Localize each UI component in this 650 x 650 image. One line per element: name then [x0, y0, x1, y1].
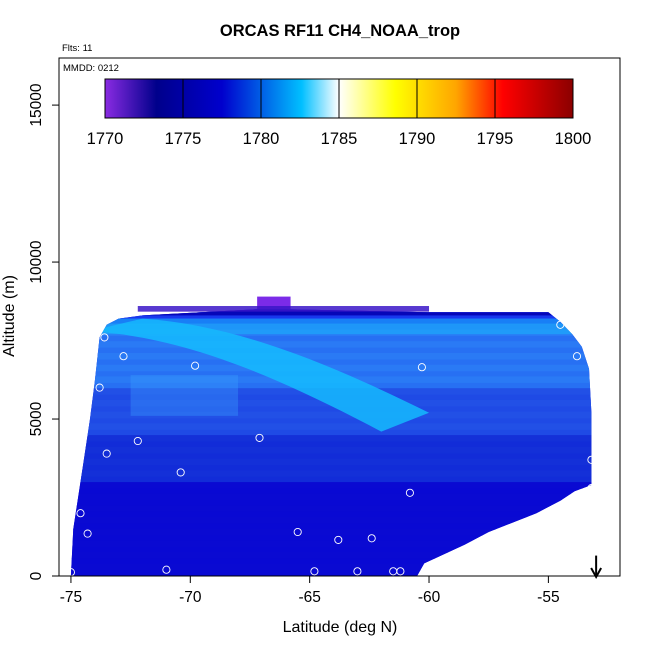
field-row	[70, 482, 592, 489]
field-row	[70, 493, 592, 501]
field-row	[70, 417, 592, 424]
sample-point	[587, 484, 596, 493]
colorbar-tick-label: 1800	[555, 130, 592, 148]
sample-point	[176, 468, 185, 477]
sample-point	[76, 509, 85, 518]
colorbar-tick-label: 1790	[399, 130, 436, 148]
x-tick-label: -55	[537, 589, 559, 606]
sample-point	[405, 488, 414, 497]
field-row	[70, 435, 592, 442]
field-row	[70, 499, 592, 507]
plot-frame	[58, 57, 621, 577]
field-row	[70, 476, 592, 483]
sample-point	[556, 320, 565, 329]
cyan-plume	[90, 318, 430, 432]
colorbar-tick-label: 1770	[87, 130, 124, 148]
field-row	[70, 558, 592, 565]
field-row	[70, 505, 592, 513]
y-tick-label: 0	[28, 571, 45, 580]
field-row	[70, 335, 592, 342]
field-row	[70, 470, 592, 477]
field-row	[70, 341, 592, 348]
field-row	[70, 353, 592, 360]
field-row	[70, 570, 592, 576]
sample-point	[83, 529, 92, 538]
sample-point	[572, 352, 582, 361]
field-row	[70, 452, 592, 460]
sample-point	[396, 567, 405, 576]
sample-point	[162, 565, 171, 574]
field-row	[70, 546, 592, 554]
x-tick-label: -70	[179, 589, 202, 606]
field-row	[70, 423, 592, 430]
location-arrow-icon	[590, 567, 603, 580]
chart-title: ORCAS RF11 CH4_NOAA_trop	[220, 22, 460, 40]
field-row	[70, 523, 592, 530]
sample-point	[133, 436, 142, 446]
field-row	[70, 511, 592, 518]
field-row	[70, 564, 592, 571]
field-row	[70, 411, 592, 419]
top-layer	[137, 306, 430, 312]
field-row	[70, 552, 592, 559]
x-tick-label: -65	[298, 589, 320, 606]
y-tick-label: 10000	[28, 240, 45, 283]
field-row	[70, 364, 592, 372]
y-tick-label: 5000	[28, 401, 45, 436]
field-row	[70, 405, 592, 413]
sample-point	[293, 527, 302, 537]
field-row	[70, 458, 592, 466]
sample-point	[367, 534, 376, 543]
x-tick-label: -60	[418, 589, 441, 606]
mid-band	[130, 375, 239, 416]
colorbar-tick-label: 1775	[165, 130, 202, 148]
colorbar: 1770 1775 1780 1785 1790 1795 1800	[87, 78, 592, 148]
sample-point	[587, 455, 596, 464]
top-stripe	[70, 309, 592, 316]
field-row	[70, 517, 592, 524]
sample-point	[417, 363, 426, 372]
field-row	[70, 488, 592, 495]
colorbar-tick-label: 1785	[321, 130, 358, 148]
field-row	[70, 540, 592, 548]
field-row	[70, 429, 592, 436]
field-row	[70, 464, 592, 471]
date-annotation: MMDD: 0212	[63, 63, 119, 74]
ch4-field	[70, 309, 592, 576]
sample-point	[255, 433, 264, 442]
y-axis: 0 5000 10000 15000	[28, 83, 59, 580]
sample-point	[353, 567, 362, 576]
y-axis-label: Altitude (m)	[1, 275, 18, 357]
field-row	[70, 441, 592, 448]
sample-point	[102, 449, 111, 458]
sample-point	[100, 333, 109, 342]
flights-annotation: Flts: 11	[62, 43, 92, 54]
sample-point	[95, 383, 104, 392]
field-row	[70, 446, 592, 454]
y-tick-label: 15000	[28, 83, 45, 126]
upper-layer	[94, 318, 573, 335]
colorbar-tick-label: 1780	[243, 130, 280, 148]
colorbar-tick-label: 1795	[477, 130, 514, 148]
sample-point	[191, 361, 200, 370]
sample-point	[334, 535, 343, 544]
field-row	[70, 347, 592, 354]
field-row	[70, 358, 592, 366]
x-axis-label: Latitude (deg N)	[283, 619, 398, 636]
sample-point	[119, 352, 128, 361]
sample-point	[310, 567, 319, 576]
field-row	[70, 534, 592, 542]
x-tick-label: -75	[60, 589, 82, 606]
plot-area	[66, 296, 603, 580]
field-row	[70, 529, 592, 536]
x-axis: -75 -70 -65 -60 -55	[60, 576, 560, 606]
